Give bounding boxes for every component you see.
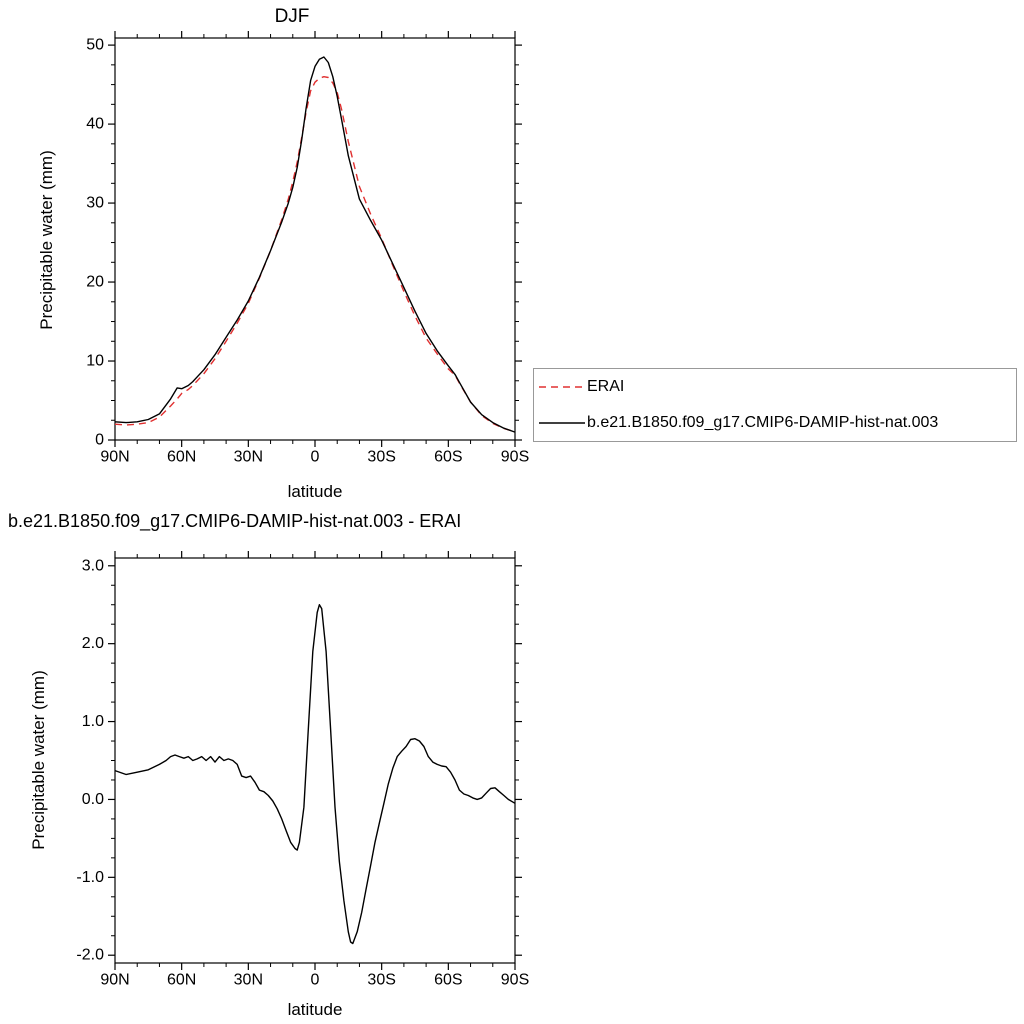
y-tick-label: 3.0 [82, 557, 104, 574]
x-tick-label: 60N [167, 448, 196, 465]
x-tick-label: 0 [311, 448, 320, 465]
y-tick-label: 0.0 [82, 791, 104, 808]
model-line-sample-icon [539, 422, 585, 424]
legend-entry-erai: ERAI [534, 378, 1016, 396]
y-tick-label: 20 [86, 274, 104, 291]
x-tick-label: 90S [501, 971, 529, 988]
top-chart-x-axis-label: latitude [288, 482, 343, 501]
legend-label-erai: ERAI [587, 378, 625, 395]
x-tick-label: 30N [234, 448, 263, 465]
chart-areas: 90N 60N 30N 0 30S 60S 90S 0 10 20 30 40 50 90N 60N 30N 0… [76, 31, 529, 988]
y-tick-label: 0 [95, 432, 104, 449]
y-tick-label: 30 [86, 195, 104, 212]
y-tick-label: 10 [86, 353, 104, 370]
x-tick-label: 90N [100, 448, 129, 465]
plot-frame [114, 557, 516, 964]
erai-line-sample-icon [539, 386, 585, 388]
x-tick-label: 60S [434, 971, 462, 988]
curve-model [114, 56, 516, 433]
x-tick-label: 90N [100, 971, 129, 988]
x-tick-label: 30S [367, 448, 395, 465]
y-tick-label: 1.0 [82, 713, 104, 730]
curve-erai [114, 75, 516, 433]
bottom-chart-title: b.e21.B1850.f09_g17.CMIP6-DAMIP-hist-nat… [8, 511, 461, 532]
y-tick-label: 2.0 [82, 635, 104, 652]
y-tick-label: 50 [86, 37, 104, 54]
legend-label-model: b.e21.B1850.f09_g17.CMIP6-DAMIP-hist-nat… [587, 414, 939, 431]
x-tick-label: 0 [311, 971, 320, 988]
x-tick-label: 30S [367, 971, 395, 988]
top-chart-title: DJF [275, 6, 310, 27]
bottom-chart-y-axis-label: Precipitable water (mm) [29, 670, 48, 850]
top-chart-y-axis-label: Precipitable water (mm) [37, 150, 56, 330]
legend-entry-model: b.e21.B1850.f09_g17.CMIP6-DAMIP-hist-nat… [534, 414, 1016, 432]
legend: ERAI b.e21.B1850.f09_g17.CMIP6-DAMIP-his… [533, 368, 1017, 442]
bottom-chart-x-axis-label: latitude [288, 1000, 343, 1019]
x-tick-label: 60S [434, 448, 462, 465]
x-tick-label: 90S [501, 448, 529, 465]
y-tick-label: -2.0 [76, 947, 104, 964]
y-tick-label: -1.0 [76, 869, 104, 886]
curve-model [114, 604, 516, 945]
x-tick-label: 60N [167, 971, 196, 988]
x-tick-label: 30N [234, 971, 263, 988]
plot-frame [114, 37, 516, 441]
y-tick-label: 40 [86, 116, 104, 133]
